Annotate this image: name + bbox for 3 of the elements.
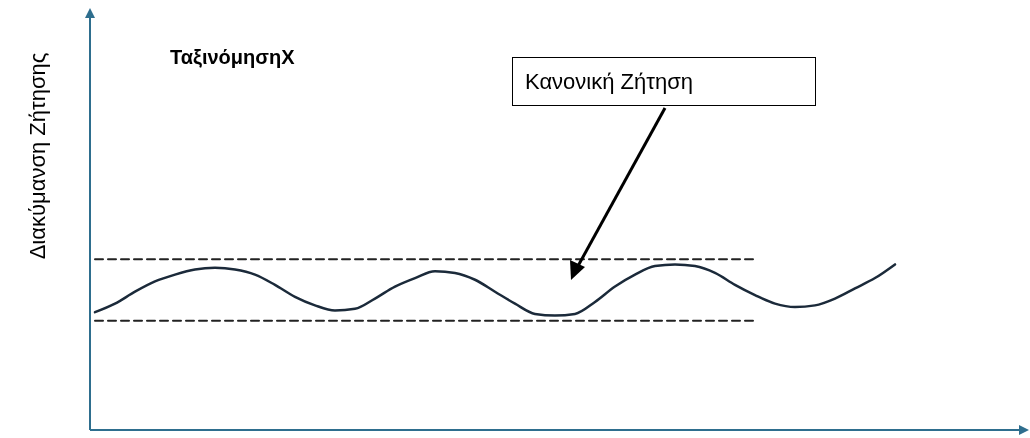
y-axis-title: Διακύμανση Ζήτησης (25, 52, 51, 260)
chart-title: ΤαξινόμησηX (170, 46, 295, 69)
text: Κανονική Ζήτηση (512, 57, 816, 106)
